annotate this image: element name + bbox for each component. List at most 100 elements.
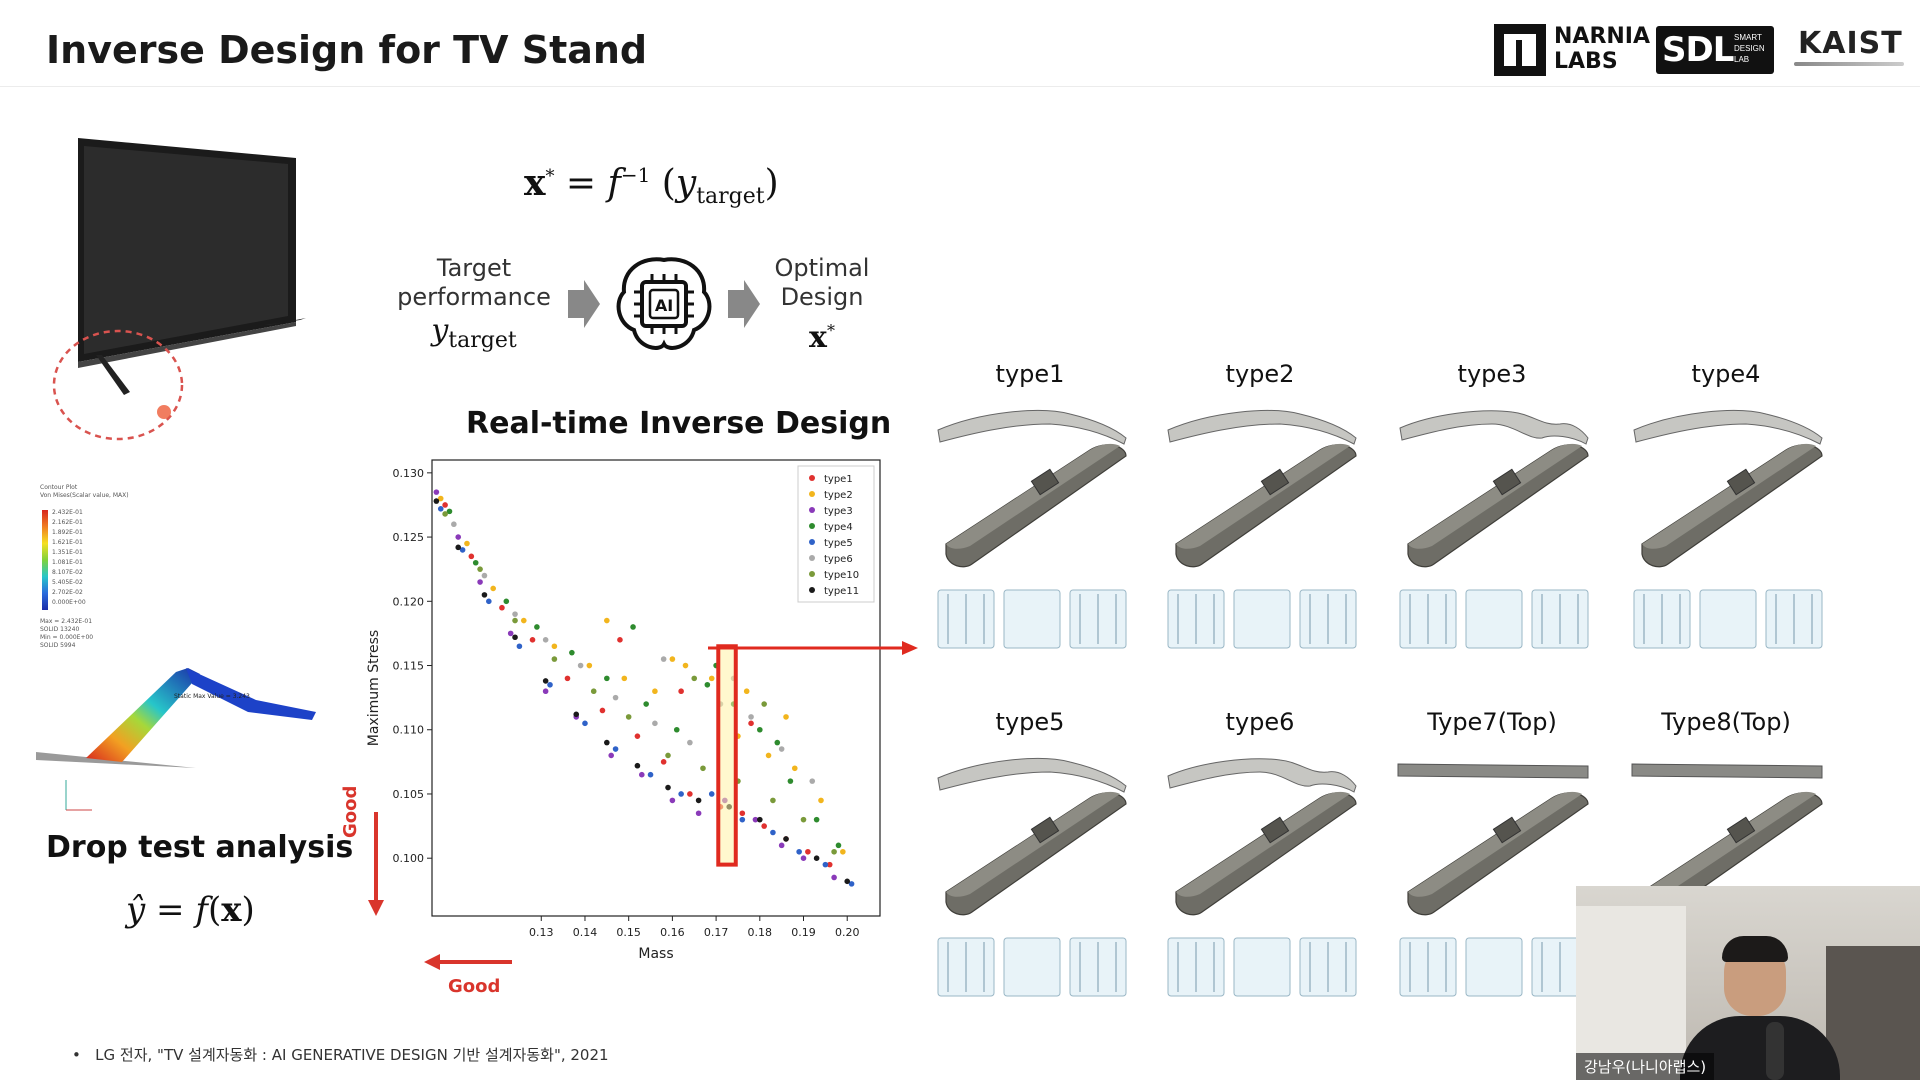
wireframe-sketch [1699, 589, 1757, 649]
design-type-card[interactable]: type2 [1160, 360, 1370, 690]
contour-value: 0.000E+00 [52, 599, 86, 606]
inverse-formula-y: y [675, 163, 697, 204]
scatter-point-type5 [547, 681, 553, 688]
scatter-point-type2 [586, 662, 593, 669]
stand-3d-top-face [1408, 443, 1582, 549]
design-type-label: type5 [995, 708, 1065, 736]
scatter-point-type3 [695, 810, 702, 817]
scatter-point-type4 [604, 675, 610, 682]
selected-range-highlight[interactable] [716, 644, 738, 867]
scatter-point-type1 [826, 861, 833, 868]
cursor-dot [157, 405, 171, 419]
contour-value: 1.351E-01 [52, 549, 83, 556]
scatter-point-type5 [848, 881, 855, 887]
wireframe-sketch [1233, 937, 1291, 997]
legend-marker [809, 507, 815, 513]
good-vertical-label: Good [340, 785, 361, 838]
design-type-card[interactable]: type4 [1626, 360, 1836, 690]
scatter-point-type11 [634, 762, 641, 769]
fea-callout: Static Max Value = 3.243 [174, 693, 250, 700]
realtime-design-title: Real-time Inverse Design [466, 406, 892, 441]
kaist-logo: KAIST [1798, 26, 1903, 61]
scatter-point-type6 [748, 714, 754, 720]
drop-formula: ŷ = f(x) [126, 890, 255, 930]
drop-test-label: Drop test analysis [46, 830, 354, 865]
stand-mount-block [1492, 816, 1522, 844]
scatter-point-type11 [433, 498, 440, 504]
scatter-point-type5 [770, 829, 776, 836]
scatter-point-type1 [499, 604, 505, 611]
footnote-bullet: • [72, 1046, 81, 1064]
webcam-hair [1722, 936, 1788, 962]
legend-marker [809, 491, 815, 497]
legend-marker [809, 523, 815, 529]
stand-mount-block [1030, 468, 1060, 496]
flow-output-line2: Design [780, 283, 864, 311]
design-type-card[interactable]: Type7(Top) [1392, 708, 1602, 1038]
scatter-point-type5 [437, 506, 444, 512]
scatter-point-type6 [542, 637, 549, 643]
scatter-point-type6 [809, 778, 816, 784]
design-type-card[interactable]: type3 [1392, 360, 1602, 690]
x-tick-label: 0.20 [835, 926, 860, 939]
scatter-point-type2 [621, 675, 628, 682]
contour-color-bar [42, 510, 48, 610]
footnote: • LG 전자, "TV 설계자동화 : AI GENERATIVE DESIG… [72, 1044, 609, 1065]
legend-marker [809, 587, 815, 593]
scatter-point-type4 [503, 598, 510, 605]
scatter-point-type11 [813, 855, 820, 861]
stand-side-view [1397, 763, 1589, 779]
y-ticks: 0.100 0.105 0.110 0.115 0.120 0.125 0.130 [393, 467, 432, 865]
scatter-point-type10 [442, 511, 448, 517]
scatter-point-type4 [472, 559, 479, 566]
scatter-point-type6 [512, 611, 518, 617]
scatter-point-type3 [433, 489, 440, 495]
legend-marker [809, 475, 815, 481]
scatter-point-type3 [455, 534, 462, 540]
legend-label: type3 [824, 506, 853, 517]
stand-3d-view [1407, 444, 1589, 568]
scatter-point-type10 [590, 688, 597, 695]
narnia-logo-icon [1494, 24, 1546, 76]
inverse-formula-inv: −1 [620, 163, 651, 187]
design-type-label: type2 [1225, 360, 1295, 388]
flow-output-symbol-sup: * [826, 321, 835, 340]
contour-value: 1.892E-01 [52, 529, 83, 536]
scatter-point-type2 [490, 585, 496, 592]
drop-formula-x: x [221, 890, 242, 930]
scatter-point-type4 [813, 816, 820, 823]
design-type-card[interactable]: type1 [930, 360, 1140, 690]
scatter-point-type11 [844, 878, 851, 885]
sdl-sub-design: DESIGN [1734, 44, 1765, 53]
stand-render-image [937, 758, 1127, 997]
webcam-name-tag: 강남우(나니아랩스) [1576, 1053, 1715, 1080]
scatter-point-type4 [630, 624, 636, 630]
scatter-point-type10 [551, 656, 558, 662]
scatter-point-type3 [752, 816, 759, 823]
good-down-arrow-icon [368, 812, 384, 916]
scatter-point-type4 [704, 681, 711, 688]
fea-stand-image: Static Max Value = 3.243 [36, 668, 316, 811]
scatter-point-type6 [687, 739, 693, 746]
scatter-point-type6 [481, 572, 488, 579]
stand-3d-view [1175, 792, 1357, 916]
scatter-point-type10 [477, 566, 483, 572]
wireframe-sketch [1465, 937, 1523, 997]
scatter-point-type4 [835, 842, 842, 849]
design-type-card[interactable]: type6 [1160, 708, 1370, 1038]
scatter-point-type1 [678, 688, 684, 695]
tv-image [52, 138, 306, 441]
scatter-point-type2 [437, 495, 444, 502]
stand-render-image [1633, 410, 1823, 649]
stand-3d-top-face [1642, 443, 1816, 549]
stand-side-view [1633, 410, 1823, 445]
fea-stand-leg [186, 668, 316, 720]
scatter-point-type2 [743, 688, 750, 695]
design-type-card[interactable]: type5 [930, 708, 1140, 1038]
sdl-logo: SDL SMART DESIGN LAB [1656, 26, 1774, 74]
x-axis-label: Mass [638, 946, 673, 962]
scatter-point-type3 [542, 688, 549, 695]
scatter-point-type11 [512, 634, 518, 641]
scatter-point-type6 [652, 720, 658, 727]
flow-output-label: Optimal Design x* [762, 254, 882, 353]
